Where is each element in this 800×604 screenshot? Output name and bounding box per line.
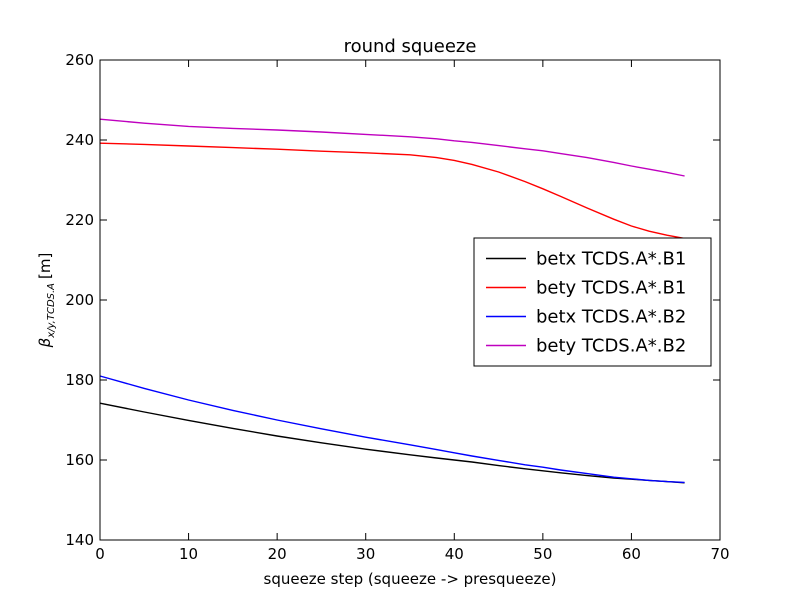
y-axis-label: βx/y,TCDS.A [m]: [36, 253, 57, 349]
y-tick-label: 180: [65, 371, 94, 389]
chart-title: round squeeze: [344, 36, 477, 57]
legend-label-2: bety TCDS.A*.B1: [536, 278, 686, 299]
y-tick-label: 240: [65, 131, 94, 149]
y-tick-label: 220: [65, 211, 94, 229]
x-tick-label: 20: [268, 545, 287, 563]
y-axis-label-unit: [m]: [36, 253, 54, 279]
series-line-4: [99, 118, 685, 177]
x-tick-label: 50: [533, 545, 552, 563]
y-tick-label: 260: [65, 51, 94, 69]
legend-label-4: bety TCDS.A*.B2: [536, 336, 686, 357]
legend: betx TCDS.A*.B1 bety TCDS.A*.B1 betx TCDS.…: [473, 237, 712, 367]
y-axis-label-subscript: x/y,TCDS.A: [46, 283, 57, 339]
legend-label-3: betx TCDS.A*.B2: [536, 307, 686, 328]
y-tick-label: 140: [65, 531, 94, 549]
y-axis-label-symbol: β: [36, 337, 54, 348]
x-tick-label: 40: [445, 545, 464, 563]
legend-box: [473, 237, 712, 367]
x-tick-label: 30: [356, 545, 375, 563]
y-tick-label: 200: [65, 291, 94, 309]
x-axis-label: squeeze step (squeeze -> presqueeze): [264, 570, 557, 588]
x-tick-label: 60: [622, 545, 641, 563]
x-tick-label: 0: [95, 545, 105, 563]
plot-area: [99, 59, 721, 541]
series-line-3: [99, 375, 685, 484]
legend-label-1: betx TCDS.A*.B1: [536, 249, 686, 270]
series-line-2: [99, 142, 685, 240]
x-tick-label: 70: [710, 545, 729, 563]
x-tick-label: 10: [179, 545, 198, 563]
x-axis: 0 10 20 30 40 50 60 70: [95, 60, 730, 563]
y-axis: 140 160 180 200 220 240 260: [65, 51, 720, 549]
y-tick-label: 160: [65, 451, 94, 469]
